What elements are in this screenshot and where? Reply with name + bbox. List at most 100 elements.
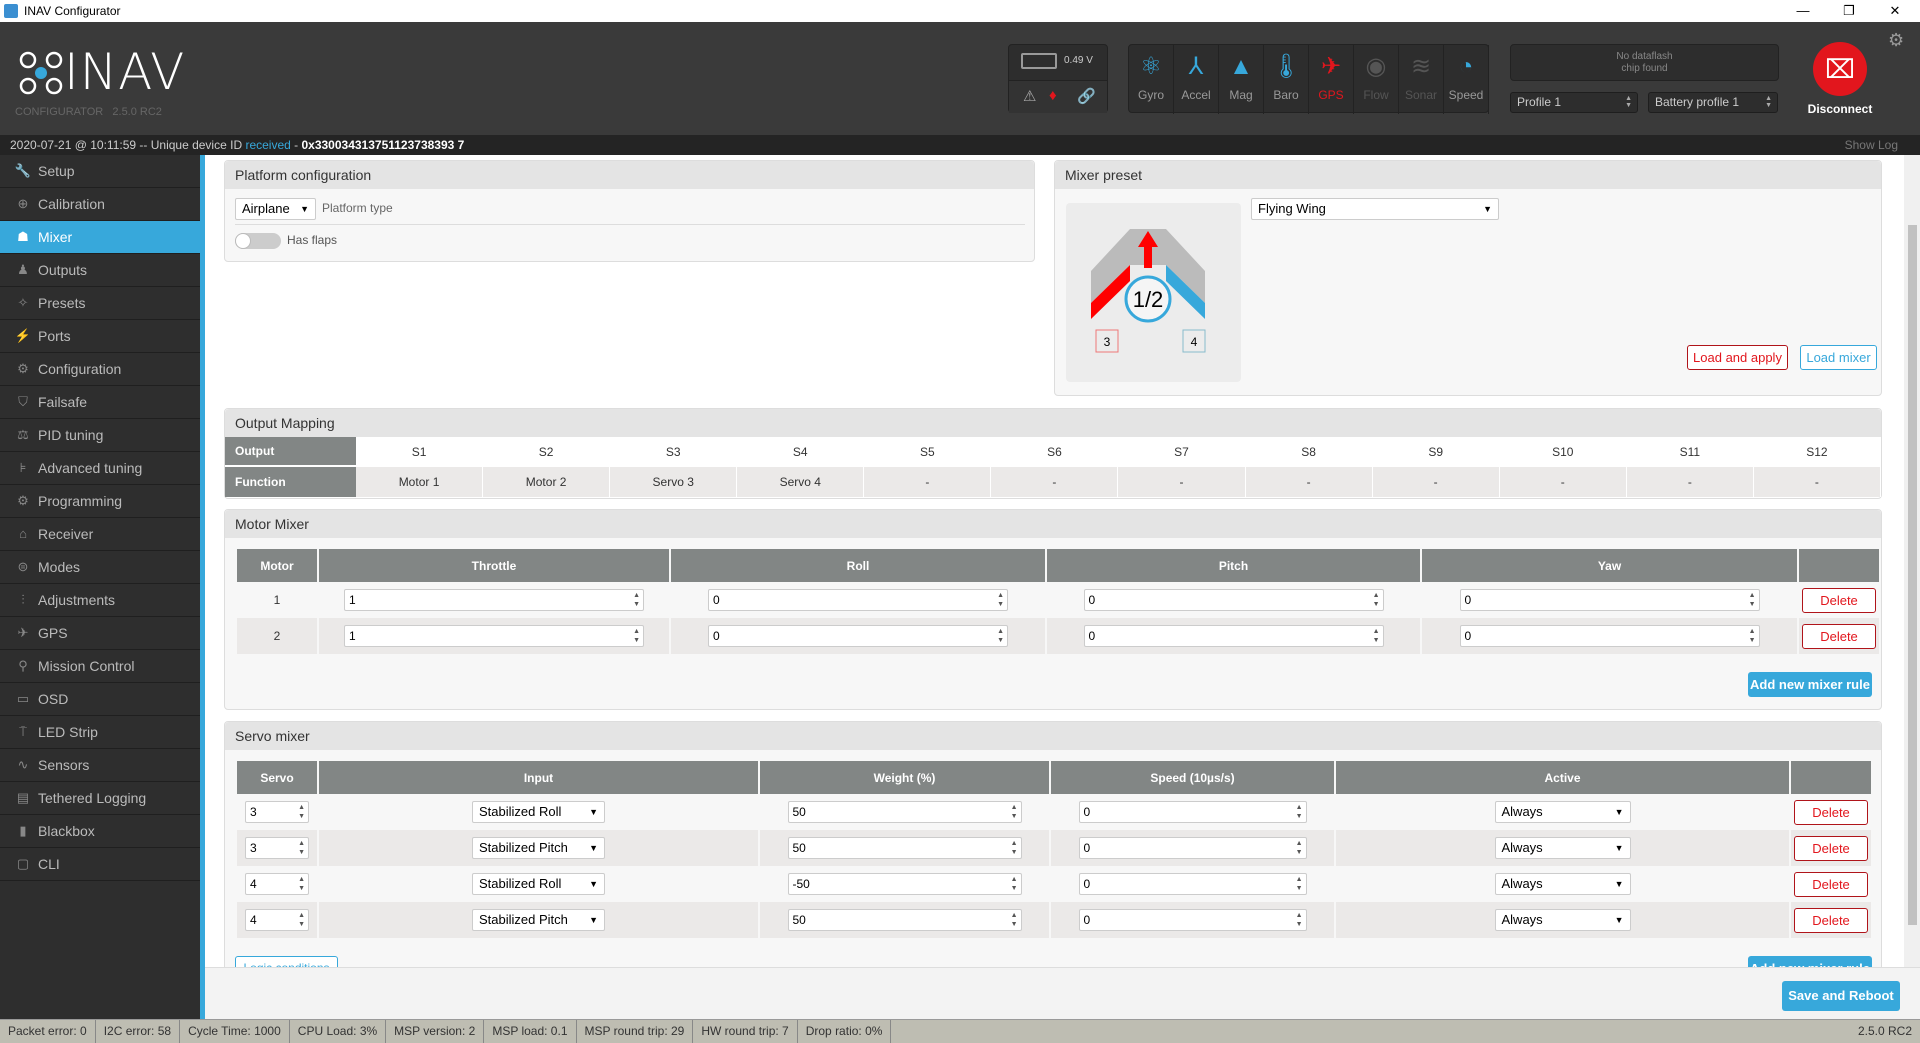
roll-input[interactable]: 0 ▲ ▼ (708, 589, 1008, 611)
speed-input[interactable]: 0 ▲ ▼ (1078, 909, 1307, 931)
throttle-input[interactable]: 1 ▲ ▼ (344, 625, 644, 647)
delete-button[interactable]: Delete (1794, 835, 1868, 861)
weight-input[interactable]: 50 ▲ ▼ (787, 909, 1022, 931)
input-select[interactable]: Stabilized Pitch ▼ (472, 837, 605, 859)
add-motor-rule-button[interactable]: Add new mixer rule (1748, 672, 1872, 697)
sidebar-item-led-strip[interactable]: ⍑ LED Strip (0, 716, 200, 749)
delete-button[interactable]: Delete (1794, 871, 1868, 897)
logic-conditions-button[interactable]: Logic conditions (235, 956, 338, 967)
inav-logo-icon (19, 51, 63, 95)
show-log-link[interactable]: Show Log (1844, 138, 1898, 152)
sidebar-item-cli[interactable]: ▢ CLI (0, 848, 200, 881)
sidebar-item-presets[interactable]: ✧ Presets (0, 287, 200, 320)
sidebar-item-osd[interactable]: ▭ OSD (0, 683, 200, 716)
input-select[interactable]: Stabilized Roll ▼ (472, 873, 605, 895)
servo-input[interactable]: 4 ▲ ▼ (245, 909, 309, 931)
sidebar-item-outputs[interactable]: ♟ Outputs (0, 254, 200, 287)
spinner-icon[interactable]: ▲ ▼ (1010, 876, 1018, 892)
disconnect-usb-icon[interactable]: ⌧ (1813, 42, 1867, 96)
spinner-icon[interactable]: ▲ ▼ (1295, 912, 1303, 928)
servo-input[interactable]: 3 ▲ ▼ (245, 801, 309, 823)
spinner-icon[interactable]: ▲ ▼ (997, 628, 1004, 644)
spinner-icon[interactable]: ▲ ▼ (1748, 592, 1756, 608)
delete-button[interactable]: Delete (1794, 907, 1868, 933)
scrollbar-thumb[interactable] (1908, 225, 1917, 925)
speed-input[interactable]: 0 ▲ ▼ (1078, 837, 1307, 859)
restore-button[interactable]: ❐ (1843, 3, 1855, 18)
spinner-icon[interactable]: ▲ ▼ (298, 912, 305, 928)
weight-input[interactable]: 50 ▲ ▼ (787, 801, 1022, 823)
spinner-icon[interactable]: ▲ ▼ (298, 840, 305, 856)
speed-input[interactable]: 0 ▲ ▼ (1078, 801, 1307, 823)
spinner-icon[interactable]: ▲ ▼ (1295, 876, 1303, 892)
sidebar-item-sensors[interactable]: ∿ Sensors (0, 749, 200, 782)
load-and-apply-button[interactable]: Load and apply (1687, 345, 1788, 370)
speed-input[interactable]: 0 ▲ ▼ (1078, 873, 1307, 895)
sidebar-item-configuration[interactable]: ⚙ Configuration (0, 353, 200, 386)
spinner-icon[interactable]: ▲ ▼ (1010, 804, 1018, 820)
mixer-preset-select[interactable]: Flying Wing ▼ (1251, 198, 1499, 220)
sidebar-item-blackbox[interactable]: ▮ Blackbox (0, 815, 200, 848)
sidebar-item-modes[interactable]: ⊜ Modes (0, 551, 200, 584)
pitch-input[interactable]: 0 ▲ ▼ (1083, 589, 1384, 611)
servo-input[interactable]: 4 ▲ ▼ (245, 873, 309, 895)
roll-input[interactable]: 0 ▲ ▼ (708, 625, 1008, 647)
throttle-input[interactable]: 1 ▲ ▼ (344, 589, 644, 611)
sidebar-item-ports[interactable]: ⚡ Ports (0, 320, 200, 353)
sidebar-item-advanced-tuning[interactable]: ⊧ Advanced tuning (0, 452, 200, 485)
content-scrollbar[interactable] (1904, 155, 1920, 967)
platform-type-select[interactable]: Airplane ▼ (235, 198, 316, 220)
save-and-reboot-button[interactable]: Save and Reboot (1782, 981, 1900, 1011)
add-servo-rule-button[interactable]: Add new mixer rule (1748, 956, 1872, 967)
close-button[interactable]: ✕ (1889, 3, 1901, 18)
sidebar-item-gps[interactable]: ✈ GPS (0, 617, 200, 650)
minimize-button[interactable]: — (1796, 3, 1810, 18)
yaw-input[interactable]: 0 ▲ ▼ (1459, 589, 1760, 611)
input-select[interactable]: Stabilized Pitch ▼ (472, 909, 605, 931)
spinner-icon[interactable]: ▲ ▼ (1372, 628, 1380, 644)
weight-input[interactable]: -50 ▲ ▼ (787, 873, 1022, 895)
spinner-icon[interactable]: ▲ ▼ (633, 592, 640, 608)
weight-input[interactable]: 50 ▲ ▼ (787, 837, 1022, 859)
throttle-input-value: 1 (349, 629, 356, 643)
load-mixer-button[interactable]: Load mixer (1800, 345, 1877, 370)
spinner-icon[interactable]: ▲ ▼ (1748, 628, 1756, 644)
spinner-icon[interactable]: ▲ ▼ (1010, 912, 1018, 928)
active-select[interactable]: Always ▼ (1494, 801, 1631, 823)
sidebar-item-receiver[interactable]: ⌂ Receiver (0, 518, 200, 551)
servo-input[interactable]: 3 ▲ ▼ (245, 837, 309, 859)
profile-select[interactable]: Profile 1 ▲ ▼ (1510, 92, 1638, 113)
spinner-icon[interactable]: ▲ ▼ (298, 876, 305, 892)
spinner-icon[interactable]: ▲ ▼ (298, 804, 305, 820)
sidebar-item-mission-control[interactable]: ⚲ Mission Control (0, 650, 200, 683)
spinner-icon[interactable]: ▲ ▼ (633, 628, 640, 644)
sidebar-item-setup[interactable]: 🔧 Setup (0, 155, 200, 188)
yaw-input[interactable]: 0 ▲ ▼ (1459, 625, 1760, 647)
pitch-input[interactable]: 0 ▲ ▼ (1083, 625, 1384, 647)
spinner-icon[interactable]: ▲ ▼ (997, 592, 1004, 608)
disconnect-label[interactable]: Disconnect (1807, 102, 1873, 116)
spinner-icon[interactable]: ▲ ▼ (1295, 840, 1303, 856)
sidebar-item-pid-tuning[interactable]: ⚖ PID tuning (0, 419, 200, 452)
motor-mixer-title: Motor Mixer (225, 510, 1881, 538)
input-select-value: Stabilized Pitch (479, 840, 568, 855)
input-select[interactable]: Stabilized Roll ▼ (472, 801, 605, 823)
sidebar-item-programming[interactable]: ⚙ Programming (0, 485, 200, 518)
delete-button[interactable]: Delete (1794, 799, 1868, 825)
settings-gear-icon[interactable]: ⚙ (1888, 30, 1905, 50)
sidebar-item-adjustments[interactable]: ⫶ Adjustments (0, 584, 200, 617)
delete-button[interactable]: Delete (1802, 623, 1876, 649)
delete-button[interactable]: Delete (1802, 587, 1876, 613)
active-select[interactable]: Always ▼ (1494, 873, 1631, 895)
spinner-icon[interactable]: ▲ ▼ (1372, 592, 1380, 608)
active-select[interactable]: Always ▼ (1494, 837, 1631, 859)
spinner-icon[interactable]: ▲ ▼ (1295, 804, 1303, 820)
has-flaps-toggle[interactable] (235, 233, 281, 249)
active-select[interactable]: Always ▼ (1494, 909, 1631, 931)
sidebar-item-calibration[interactable]: ⊕ Calibration (0, 188, 200, 221)
sidebar-item-mixer[interactable]: ☗ Mixer (0, 221, 200, 254)
spinner-icon[interactable]: ▲ ▼ (1010, 840, 1018, 856)
sidebar-item-failsafe[interactable]: ⛉ Failsafe (0, 386, 200, 419)
sidebar-item-tethered-logging[interactable]: ▤ Tethered Logging (0, 782, 200, 815)
battery-profile-select[interactable]: Battery profile 1 ▲ ▼ (1648, 92, 1778, 113)
